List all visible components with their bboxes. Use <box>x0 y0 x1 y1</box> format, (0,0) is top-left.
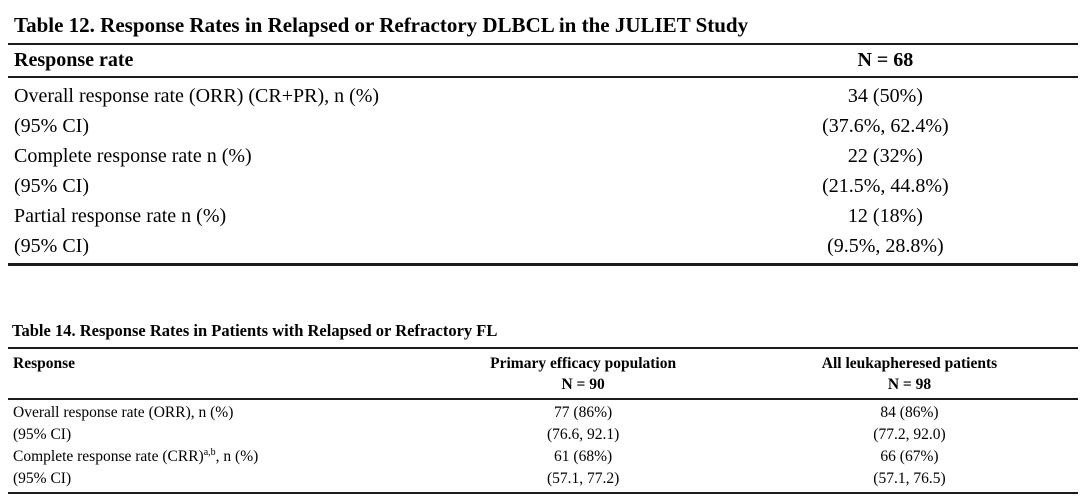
row-value-leukapheresed: (57.1, 76.5) <box>873 470 946 487</box>
table-12-header-row: Response rate N = 68 <box>8 45 1078 76</box>
row-value-leukapheresed: 66 (67%) <box>880 448 939 465</box>
table-row: Partial response rate n (%) 12 (18%) <box>8 201 1078 231</box>
table-14-bottom-rule <box>8 492 1078 494</box>
table-12-header-response: Response rate <box>14 49 134 71</box>
row-label: (95% CI) <box>14 175 89 197</box>
row-label: Complete response rate (CRR)a,b, n (%) <box>13 446 259 465</box>
row-label: (95% CI) <box>14 235 89 257</box>
table-row: (95% CI) (9.5%, 28.8%) <box>8 231 1078 261</box>
row-value-leukapheresed: (77.2, 92.0) <box>873 426 946 443</box>
row-value-primary: (57.1, 77.2) <box>546 470 620 487</box>
table-12-header-rule <box>8 76 1078 78</box>
table-14-body: Overall response rate (ORR), n (%) 77 (8… <box>8 400 1078 492</box>
table-row: (95% CI) (76.6, 92.1) (77.2, 92.0) <box>8 424 1078 446</box>
row-label: Complete response rate n (%) <box>14 145 252 167</box>
footnote-marker: a,b <box>203 446 216 458</box>
table-14-header-primary: Primary efficacy population N = 90 <box>425 353 741 395</box>
table-row: Overall response rate (ORR) (CR+PR), n (… <box>8 81 1078 111</box>
table-row: (95% CI) (37.6%, 62.4%) <box>8 111 1078 141</box>
row-value: 12 (18%) <box>847 205 923 227</box>
table-12-bottom-rule <box>8 263 1078 266</box>
table-14-header-leukapheresed: All leukapheresed patients N = 98 <box>741 353 1078 395</box>
table-12-title: Table 12. Response Rates in Relapsed or … <box>14 13 749 37</box>
table-row: Complete response rate (CRR)a,b, n (%) 6… <box>8 446 1078 468</box>
row-label: (95% CI) <box>14 115 89 137</box>
table-row: (95% CI) (57.1, 77.2) (57.1, 76.5) <box>8 468 1078 490</box>
header-primary-n: N = 90 <box>561 376 605 393</box>
row-value-primary: 61 (68%) <box>554 448 613 465</box>
table-12-header-n: N = 68 <box>857 49 914 71</box>
row-label: (95% CI) <box>13 426 72 443</box>
row-label: Partial response rate n (%) <box>14 205 227 227</box>
row-value: 22 (32%) <box>847 145 923 167</box>
table-row: Overall response rate (ORR), n (%) 77 (8… <box>8 402 1078 424</box>
table-12: Table 12. Response Rates in Relapsed or … <box>8 0 1078 266</box>
row-value: 34 (50%) <box>847 85 923 107</box>
table-row: Complete response rate n (%) 22 (32%) <box>8 141 1078 171</box>
table-row: (95% CI) (21.5%, 44.8%) <box>8 171 1078 201</box>
row-label: Overall response rate (ORR) (CR+PR), n (… <box>14 85 380 107</box>
row-value-primary: (76.6, 92.1) <box>546 426 620 443</box>
row-value: (21.5%, 44.8%) <box>822 175 949 197</box>
table-14-header-rule <box>8 398 1078 400</box>
header-leukapheresed-label: All leukapheresed patients <box>821 355 998 372</box>
row-label: (95% CI) <box>13 470 72 487</box>
row-value-leukapheresed: 84 (86%) <box>880 404 939 421</box>
table-14-title-rule <box>8 347 1078 349</box>
row-value: (9.5%, 28.8%) <box>827 235 944 257</box>
table-12-body: Overall response rate (ORR) (CR+PR), n (… <box>8 78 1078 263</box>
row-label: Overall response rate (ORR), n (%) <box>13 404 234 421</box>
table-14-header-response: Response <box>13 355 76 372</box>
table-14-title: Table 14. Response Rates in Patients wit… <box>12 321 498 340</box>
table-12-title-rule <box>8 43 1078 45</box>
row-value-primary: 77 (86%) <box>554 404 613 421</box>
header-leukapheresed-n: N = 98 <box>887 376 932 393</box>
row-value: (37.6%, 62.4%) <box>822 115 949 137</box>
table-14-header-row: Response Primary efficacy population N =… <box>8 349 1078 398</box>
header-primary-label: Primary efficacy population <box>490 355 677 372</box>
table-14: Table 14. Response Rates in Patients wit… <box>8 266 1078 494</box>
